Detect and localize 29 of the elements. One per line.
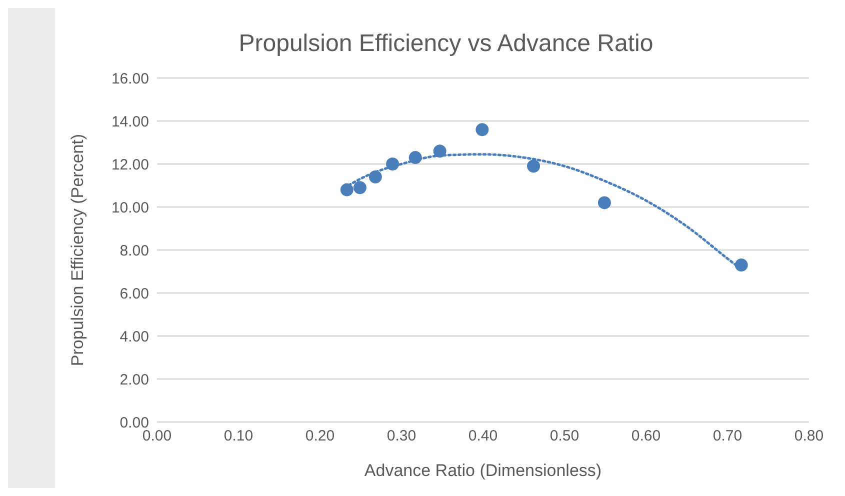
point: [353, 181, 366, 194]
x-tick-label: 0.30: [386, 428, 416, 445]
y-tick-label: 16.00: [111, 70, 149, 88]
y-axis-title: Propulsion Efficiency (Percent): [68, 134, 88, 366]
x-tick-label: 0.50: [550, 428, 580, 445]
point: [433, 144, 446, 158]
point: [340, 183, 354, 196]
y-tick-label: 12.00: [111, 156, 149, 174]
x-axis-title: Advance Ratio (Dimensionless): [364, 461, 602, 480]
y-tick-label: 6.00: [120, 285, 149, 302]
x-tick-label: 0.40: [468, 428, 498, 445]
point: [476, 123, 489, 136]
x-tick-label: 0.10: [224, 428, 254, 445]
point: [368, 170, 382, 184]
point: [734, 258, 748, 272]
y-tick-label: 14.00: [111, 113, 149, 130]
x-tick-label: 0.80: [794, 428, 824, 445]
x-tick-label: 0.20: [305, 428, 335, 445]
point: [408, 151, 422, 164]
x-tick-label: 0.60: [631, 428, 661, 445]
x-tick-label: 0.70: [712, 428, 742, 445]
y-tick-label: 10.00: [111, 199, 149, 216]
y-tick-label: 4.00: [120, 328, 149, 346]
y-tick-label: 2.00: [120, 371, 149, 388]
point: [527, 160, 540, 173]
chart-title: Propulsion Efficiency vs Advance Ratio: [238, 29, 654, 59]
point: [386, 158, 400, 170]
point: [598, 196, 611, 210]
y-tick-label: 8.00: [120, 242, 149, 260]
